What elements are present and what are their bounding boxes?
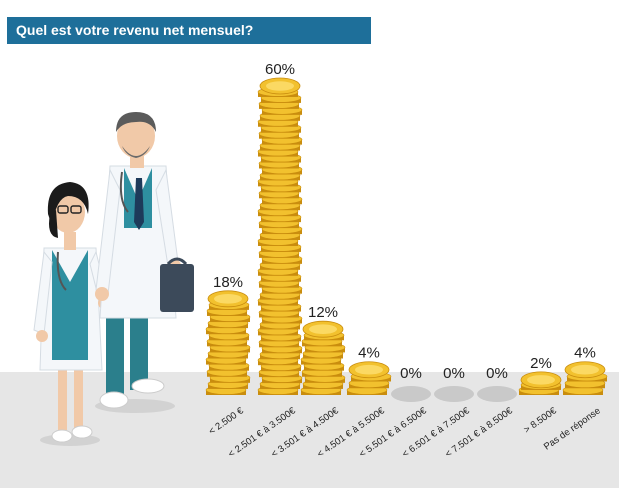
bar-6 (434, 386, 474, 402)
value-label-9: 4% (574, 345, 596, 362)
value-label-layer: 18% 60% 12% 4% 0% 0% 0% 2% 4% (213, 61, 596, 382)
category-label-layer: < 2.500 €< 2.501 € à 3.500€< 3.501 € à 4… (207, 405, 603, 460)
value-label-2: 60% (265, 61, 295, 78)
bar-3 (300, 320, 346, 395)
bar-1 (205, 290, 251, 395)
value-label-1: 18% (213, 274, 243, 291)
bar-4 (346, 361, 392, 395)
bar-2 (257, 77, 303, 395)
value-label-7: 0% (486, 365, 508, 382)
chart-title: Quel est votre revenu net mensuel? (7, 17, 371, 44)
bar-layer (205, 77, 608, 402)
bar-5 (391, 386, 431, 402)
category-label-1: < 2.500 € (207, 405, 247, 437)
male-doctor-illustration (95, 112, 194, 413)
value-label-6: 0% (443, 365, 465, 382)
value-label-3: 12% (308, 304, 338, 321)
bar-7 (477, 386, 517, 402)
value-label-5: 0% (400, 365, 422, 382)
category-label-8: > 8.500€ (522, 405, 559, 436)
value-label-8: 2% (530, 355, 552, 372)
bar-9 (562, 361, 608, 395)
bar-8 (518, 371, 562, 395)
female-doctor-illustration (33, 182, 110, 446)
value-label-4: 4% (358, 345, 380, 362)
